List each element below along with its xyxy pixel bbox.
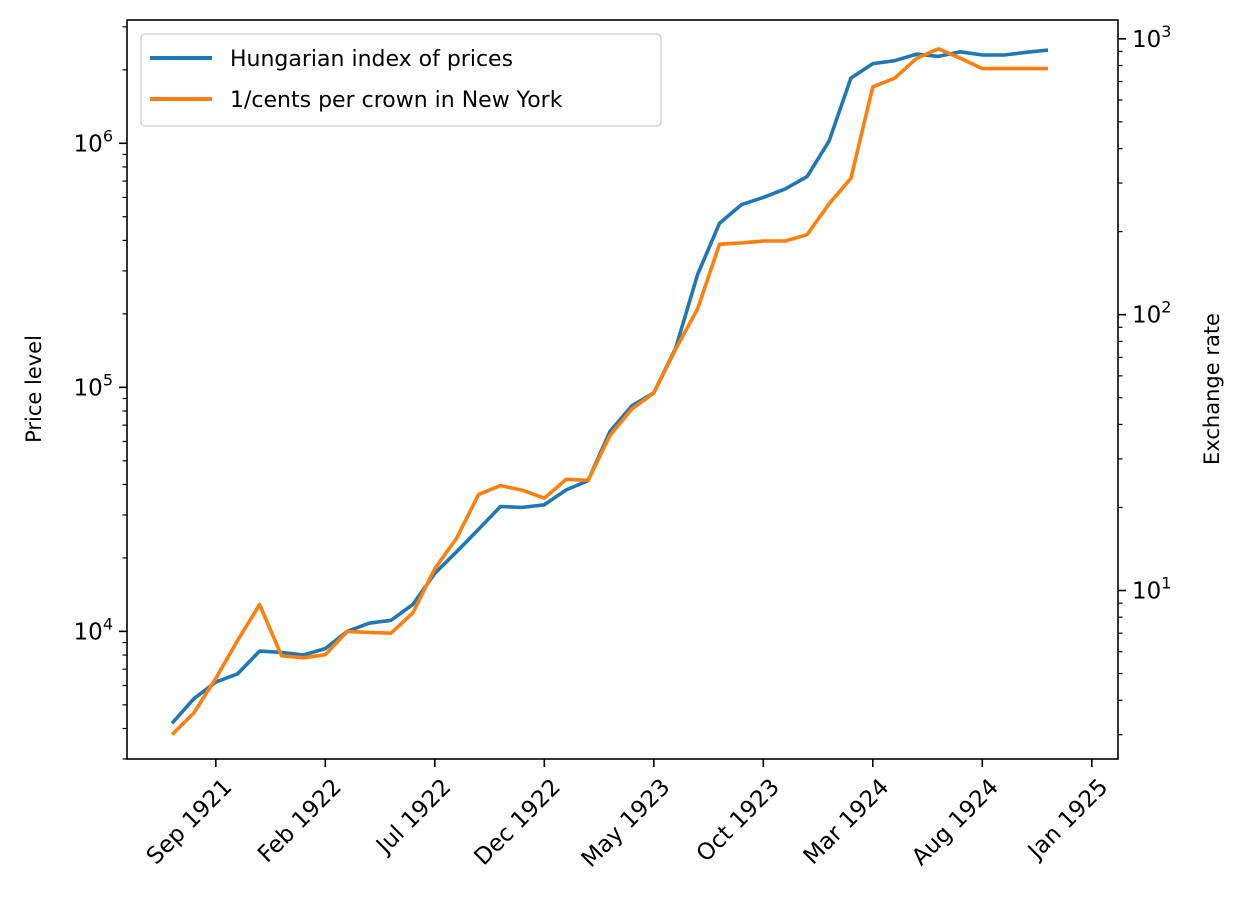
left-tick-label: 106 bbox=[74, 126, 113, 157]
series-line-exchange bbox=[170, 46, 1048, 736]
x-tick-label: Feb 1922 bbox=[253, 774, 347, 868]
plot-frame bbox=[126, 19, 1119, 760]
y-left-axis-label: Price level bbox=[22, 335, 46, 443]
right-tick-label: 101 bbox=[1132, 574, 1171, 605]
y-left-axis: 104 105 106 bbox=[74, 26, 127, 760]
y-right-axis: 101 102 103 bbox=[1118, 22, 1171, 736]
legend-label-exchange: 1/cents per crown in New York bbox=[230, 88, 563, 113]
plot-background bbox=[127, 20, 1118, 759]
x-tick-label: Sep 1921 bbox=[142, 774, 238, 870]
series-line-prices bbox=[170, 48, 1049, 725]
x-tick-label: Jul 1922 bbox=[370, 774, 456, 860]
legend-box bbox=[140, 33, 662, 127]
x-tick-label: Oct 1923 bbox=[692, 774, 785, 867]
x-tick-label: Jan 1925 bbox=[1022, 774, 1113, 865]
y-right-axis-label: Exchange rate bbox=[1200, 313, 1224, 465]
legend-label-prices: Hungarian index of prices bbox=[230, 47, 513, 72]
legend: Hungarian index of prices 1/cents per cr… bbox=[140, 33, 662, 127]
right-tick-label: 102 bbox=[1132, 298, 1171, 329]
left-tick-label: 105 bbox=[74, 370, 113, 401]
x-tick-label: Dec 1922 bbox=[469, 774, 565, 870]
x-tick-label: May 1923 bbox=[577, 774, 676, 873]
left-tick-label: 104 bbox=[74, 614, 113, 645]
x-axis: Sep 1921 Feb 1922 Jul 1922 Dec 1922 May 1923… bbox=[142, 759, 1113, 873]
x-tick-label: Aug 1924 bbox=[907, 774, 1004, 871]
series-layer bbox=[170, 46, 1049, 736]
x-tick-label: Mar 1924 bbox=[799, 774, 895, 870]
right-tick-label: 103 bbox=[1132, 22, 1171, 53]
